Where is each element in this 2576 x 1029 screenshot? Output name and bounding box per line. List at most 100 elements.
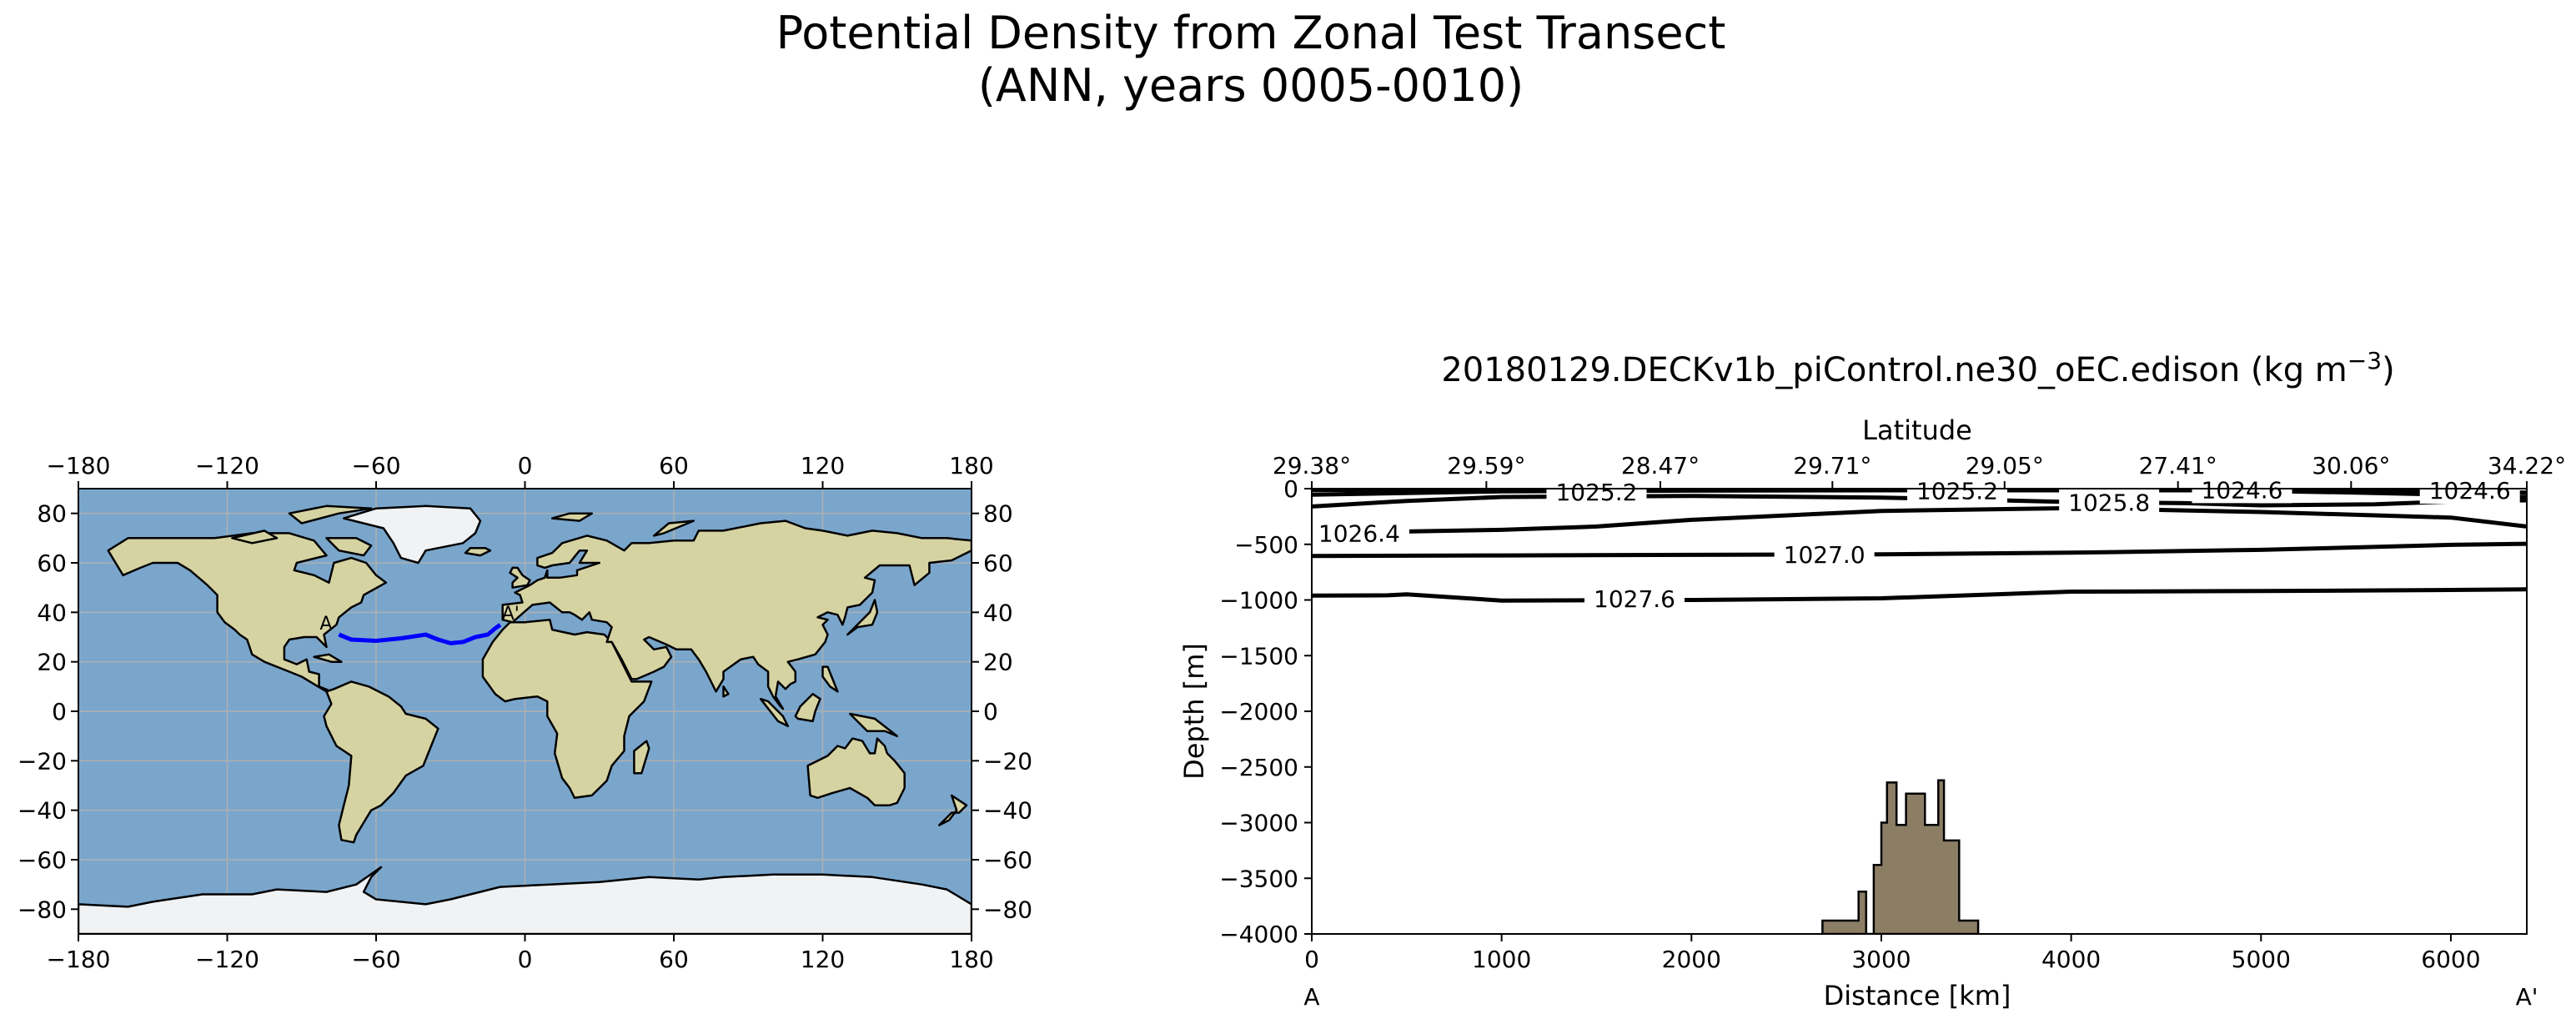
map-right-tick-label: −60 [983, 846, 1032, 874]
map-bottom-tick-label: −60 [351, 946, 400, 973]
bathymetry-layer [1821, 779, 1980, 934]
top-tick-label: 29.38° [1273, 452, 1351, 479]
continent-baffin [325, 537, 373, 557]
map-left-tick-label: 0 [52, 698, 67, 725]
map-top-tick-label: −180 [47, 452, 111, 479]
top-tick-label: 29.59° [1447, 452, 1525, 479]
continent-eurasia [501, 520, 972, 710]
continent-victoria-island [231, 530, 279, 545]
top-tick-label: 30.06° [2312, 452, 2390, 479]
section-title-suffix: ) [2382, 351, 2395, 389]
map-top-tick-label: −60 [351, 452, 400, 479]
continent-cuba [313, 653, 343, 663]
contour-label: 1027.6 [1594, 585, 1675, 613]
map-left-tick-label: −20 [18, 747, 67, 775]
contour-label-gap [1308, 520, 1409, 547]
contour-label: 1026.4 [1318, 520, 1400, 547]
continent-north-america [107, 532, 388, 693]
continent-antarctica [78, 866, 972, 934]
continent-greenland [343, 504, 482, 565]
map-transect-layer: A A' [319, 604, 520, 645]
contour-labels-layer: 1026.4 1027.0 1027.6 1025.8 1025.2 1025.2 1024… [1308, 476, 2520, 613]
contour-line-1026-4 [1312, 505, 2527, 535]
x-tick-label: 1000 [1472, 946, 1531, 973]
map-top-tick-label: 60 [659, 452, 689, 479]
y-tick-label: −2000 [1219, 698, 1298, 725]
continent-greatbritain [509, 566, 531, 589]
bathymetry-fill [1821, 779, 1980, 934]
continent-japan [846, 599, 879, 636]
y-tick-label: −1000 [1219, 587, 1298, 615]
map-left-tick-label: 60 [37, 550, 67, 577]
section-panel: 20180129.DECKv1b_piControl.ne30_oEC.edis… [1178, 347, 2566, 1011]
top-tick-label: 29.05° [1966, 452, 2044, 479]
top-tick-label: 34.22° [2488, 452, 2566, 479]
continent-svalbard [550, 512, 594, 522]
continent-ellesmere [288, 504, 373, 525]
continent-africa [481, 618, 653, 800]
top-tick-label: 27.41° [2139, 452, 2217, 479]
y-tick-label: −500 [1234, 531, 1298, 559]
transect-start-label: A [319, 614, 332, 635]
x-tick-label: 0 [1304, 946, 1319, 973]
contour-lines-layer [1312, 489, 2527, 603]
contour-line-1027-6 [1312, 587, 2527, 603]
x-tick-label: 4000 [2041, 946, 2101, 973]
continent-sumatra [759, 697, 790, 728]
section-title-units-exponent: −3 [2348, 347, 2382, 374]
map-right-tick-label: 80 [983, 500, 1013, 528]
map-left-tick-label: −80 [18, 896, 67, 923]
map-bottom-tick-label: 180 [949, 946, 993, 973]
map-right-tick-label: 20 [983, 649, 1013, 676]
transect-end-label: A' [502, 604, 520, 625]
contour-label-gap [2059, 489, 2160, 516]
map-right-tick-label: −80 [983, 896, 1032, 923]
section-title: 20180129.DECKv1b_piControl.ne30_oEC.edis… [1441, 347, 2394, 389]
map-top-tick-label: 0 [518, 452, 533, 479]
map-bottom-tick-label: 60 [659, 946, 689, 973]
y-axis-label: Depth [m] [1178, 643, 1210, 780]
top-tick-label: 29.71° [1793, 452, 1871, 479]
map-left-tick-label: 80 [37, 500, 67, 528]
map-left-tick-label: −60 [18, 846, 67, 874]
continent-new-zealand [938, 794, 968, 826]
map-right-tick-label: 0 [983, 698, 998, 725]
map-right-tick-label: 40 [983, 599, 1013, 626]
figure-title: Potential Density from Zonal Test Transe… [776, 7, 1726, 59]
x-axis-label: Distance [km] [1824, 980, 2011, 1011]
y-tick-label: −4000 [1219, 921, 1298, 948]
endpoint-label-a-prime: A' [2516, 983, 2538, 1011]
contour-label-gap [1584, 585, 1685, 613]
contour-label-gap [2192, 476, 2292, 504]
map-top-tick-label: 180 [949, 452, 993, 479]
map-bottom-tick-label: 120 [801, 946, 845, 973]
map-bottom-tick-label: −180 [47, 946, 111, 973]
map-bottom-tick-label: 0 [518, 946, 533, 973]
figure-subtitle: (ANN, years 0005-0010) [978, 59, 1524, 112]
contour-label-gap [1546, 479, 1647, 506]
section-ticks-layer: 0 1000 2000 3000 4000 5000 6000 0 −500 −1000 −1500… [1219, 452, 2566, 973]
map-top-tick-label: −120 [195, 452, 259, 479]
map-land-layer [78, 504, 972, 934]
contour-label-gap [2419, 477, 2520, 504]
map-right-tick-label: 60 [983, 550, 1013, 577]
y-tick-label: −1500 [1219, 642, 1298, 670]
continent-south-america [323, 680, 439, 844]
transect-line [338, 623, 502, 645]
map-left-tick-label: −40 [18, 797, 67, 825]
contour-line-1027-0 [1312, 541, 2527, 559]
x-tick-label: 2000 [1662, 946, 1721, 973]
map-ticks-layer: −180 −180 −120 −120 −60 −60 0 0 60 60 120 120 180 180… [18, 452, 1032, 973]
top-axis-label: Latitude [1862, 414, 1972, 446]
continent-borneo [794, 692, 821, 723]
top-tick-label: 28.47° [1621, 452, 1700, 479]
y-tick-label: −2500 [1219, 754, 1298, 781]
contour-label: 1025.2 [1916, 478, 1998, 505]
map-bottom-tick-label: −120 [195, 946, 259, 973]
contour-label: 1027.0 [1784, 541, 1865, 569]
map-left-tick-label: 40 [37, 599, 67, 626]
contour-label-gap [1907, 477, 2008, 504]
map-panel: A A' −180 −180 −120 −120 −60 −60 0 0 60 60 120 120 18… [18, 452, 1032, 973]
contour-label: 1024.6 [2202, 476, 2283, 504]
